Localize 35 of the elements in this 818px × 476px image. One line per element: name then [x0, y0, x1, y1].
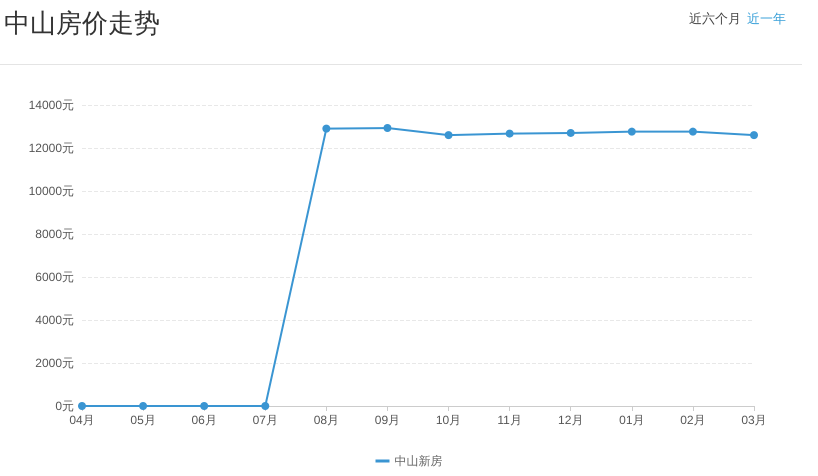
- text: 近一年: [747, 12, 786, 27]
- x-tick-label: 01月: [619, 413, 644, 427]
- point: [383, 124, 392, 132]
- y-tick-label: 8000元: [35, 227, 74, 241]
- x-tick-label: 07月: [252, 413, 278, 427]
- y-tick-label: 6000元: [35, 270, 74, 284]
- x-tick-label: 12月: [558, 413, 584, 427]
- x-tick-label: 04月: [69, 413, 95, 427]
- point: [628, 128, 636, 136]
- point: [322, 124, 330, 133]
- point: [566, 128, 575, 137]
- x-tick-label: 06月: [192, 413, 217, 427]
- y-tick-label: 12000元: [28, 141, 74, 155]
- y-tick-label: 0元: [55, 399, 74, 413]
- point: [750, 131, 758, 140]
- x-tick-label: 11月: [497, 413, 522, 427]
- point: [506, 130, 514, 138]
- point: [200, 402, 208, 410]
- x-tick-label: 10月: [436, 413, 462, 427]
- point: [688, 128, 697, 136]
- x-tick-label: 05月: [130, 413, 156, 427]
- y-tick-label: 14000元: [28, 98, 74, 112]
- point: [444, 131, 453, 140]
- y-tick-label: 10000元: [28, 184, 74, 198]
- x-tick-label: 03月: [741, 413, 767, 427]
- x-tick-label: 02月: [680, 413, 706, 427]
- text: 近六个月: [689, 12, 741, 27]
- point: [139, 402, 148, 410]
- point: [261, 402, 270, 410]
- x-tick-label: 08月: [314, 413, 340, 427]
- y-tick-label: 2000元: [35, 356, 74, 370]
- chart-title: 中山房价走势: [4, 8, 160, 41]
- y-tick-label: 4000元: [35, 313, 74, 327]
- legend-label: 中山新房: [394, 454, 442, 468]
- x-tick-label: 09月: [374, 413, 400, 427]
